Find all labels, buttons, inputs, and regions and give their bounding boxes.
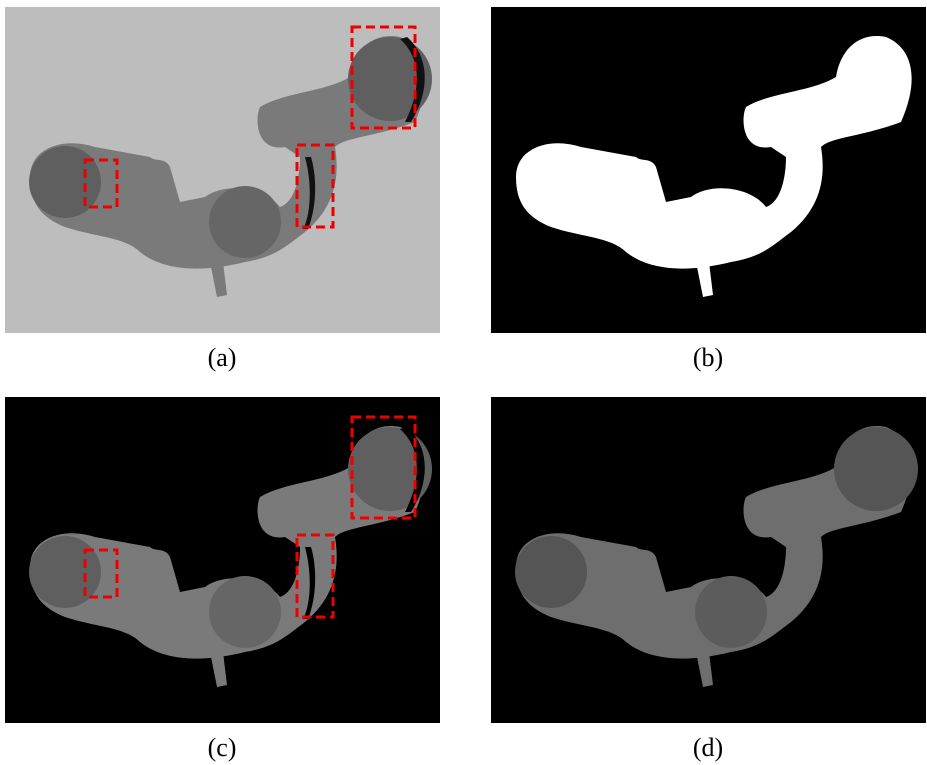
depth-circle [695,576,767,648]
caption: (b) [693,343,723,372]
depth-circle [515,536,587,608]
depth-circle [209,576,281,648]
figure: (a) (b) (c) (d) [0,0,927,765]
panel-b [491,7,926,333]
depth-circle [834,427,918,511]
panel-c [5,397,440,723]
caption: (a) [208,343,237,372]
panel-d [491,397,926,723]
caption: (c) [208,733,237,762]
depth-circle [209,186,281,258]
panel-a [5,7,440,333]
caption: (d) [693,733,723,762]
